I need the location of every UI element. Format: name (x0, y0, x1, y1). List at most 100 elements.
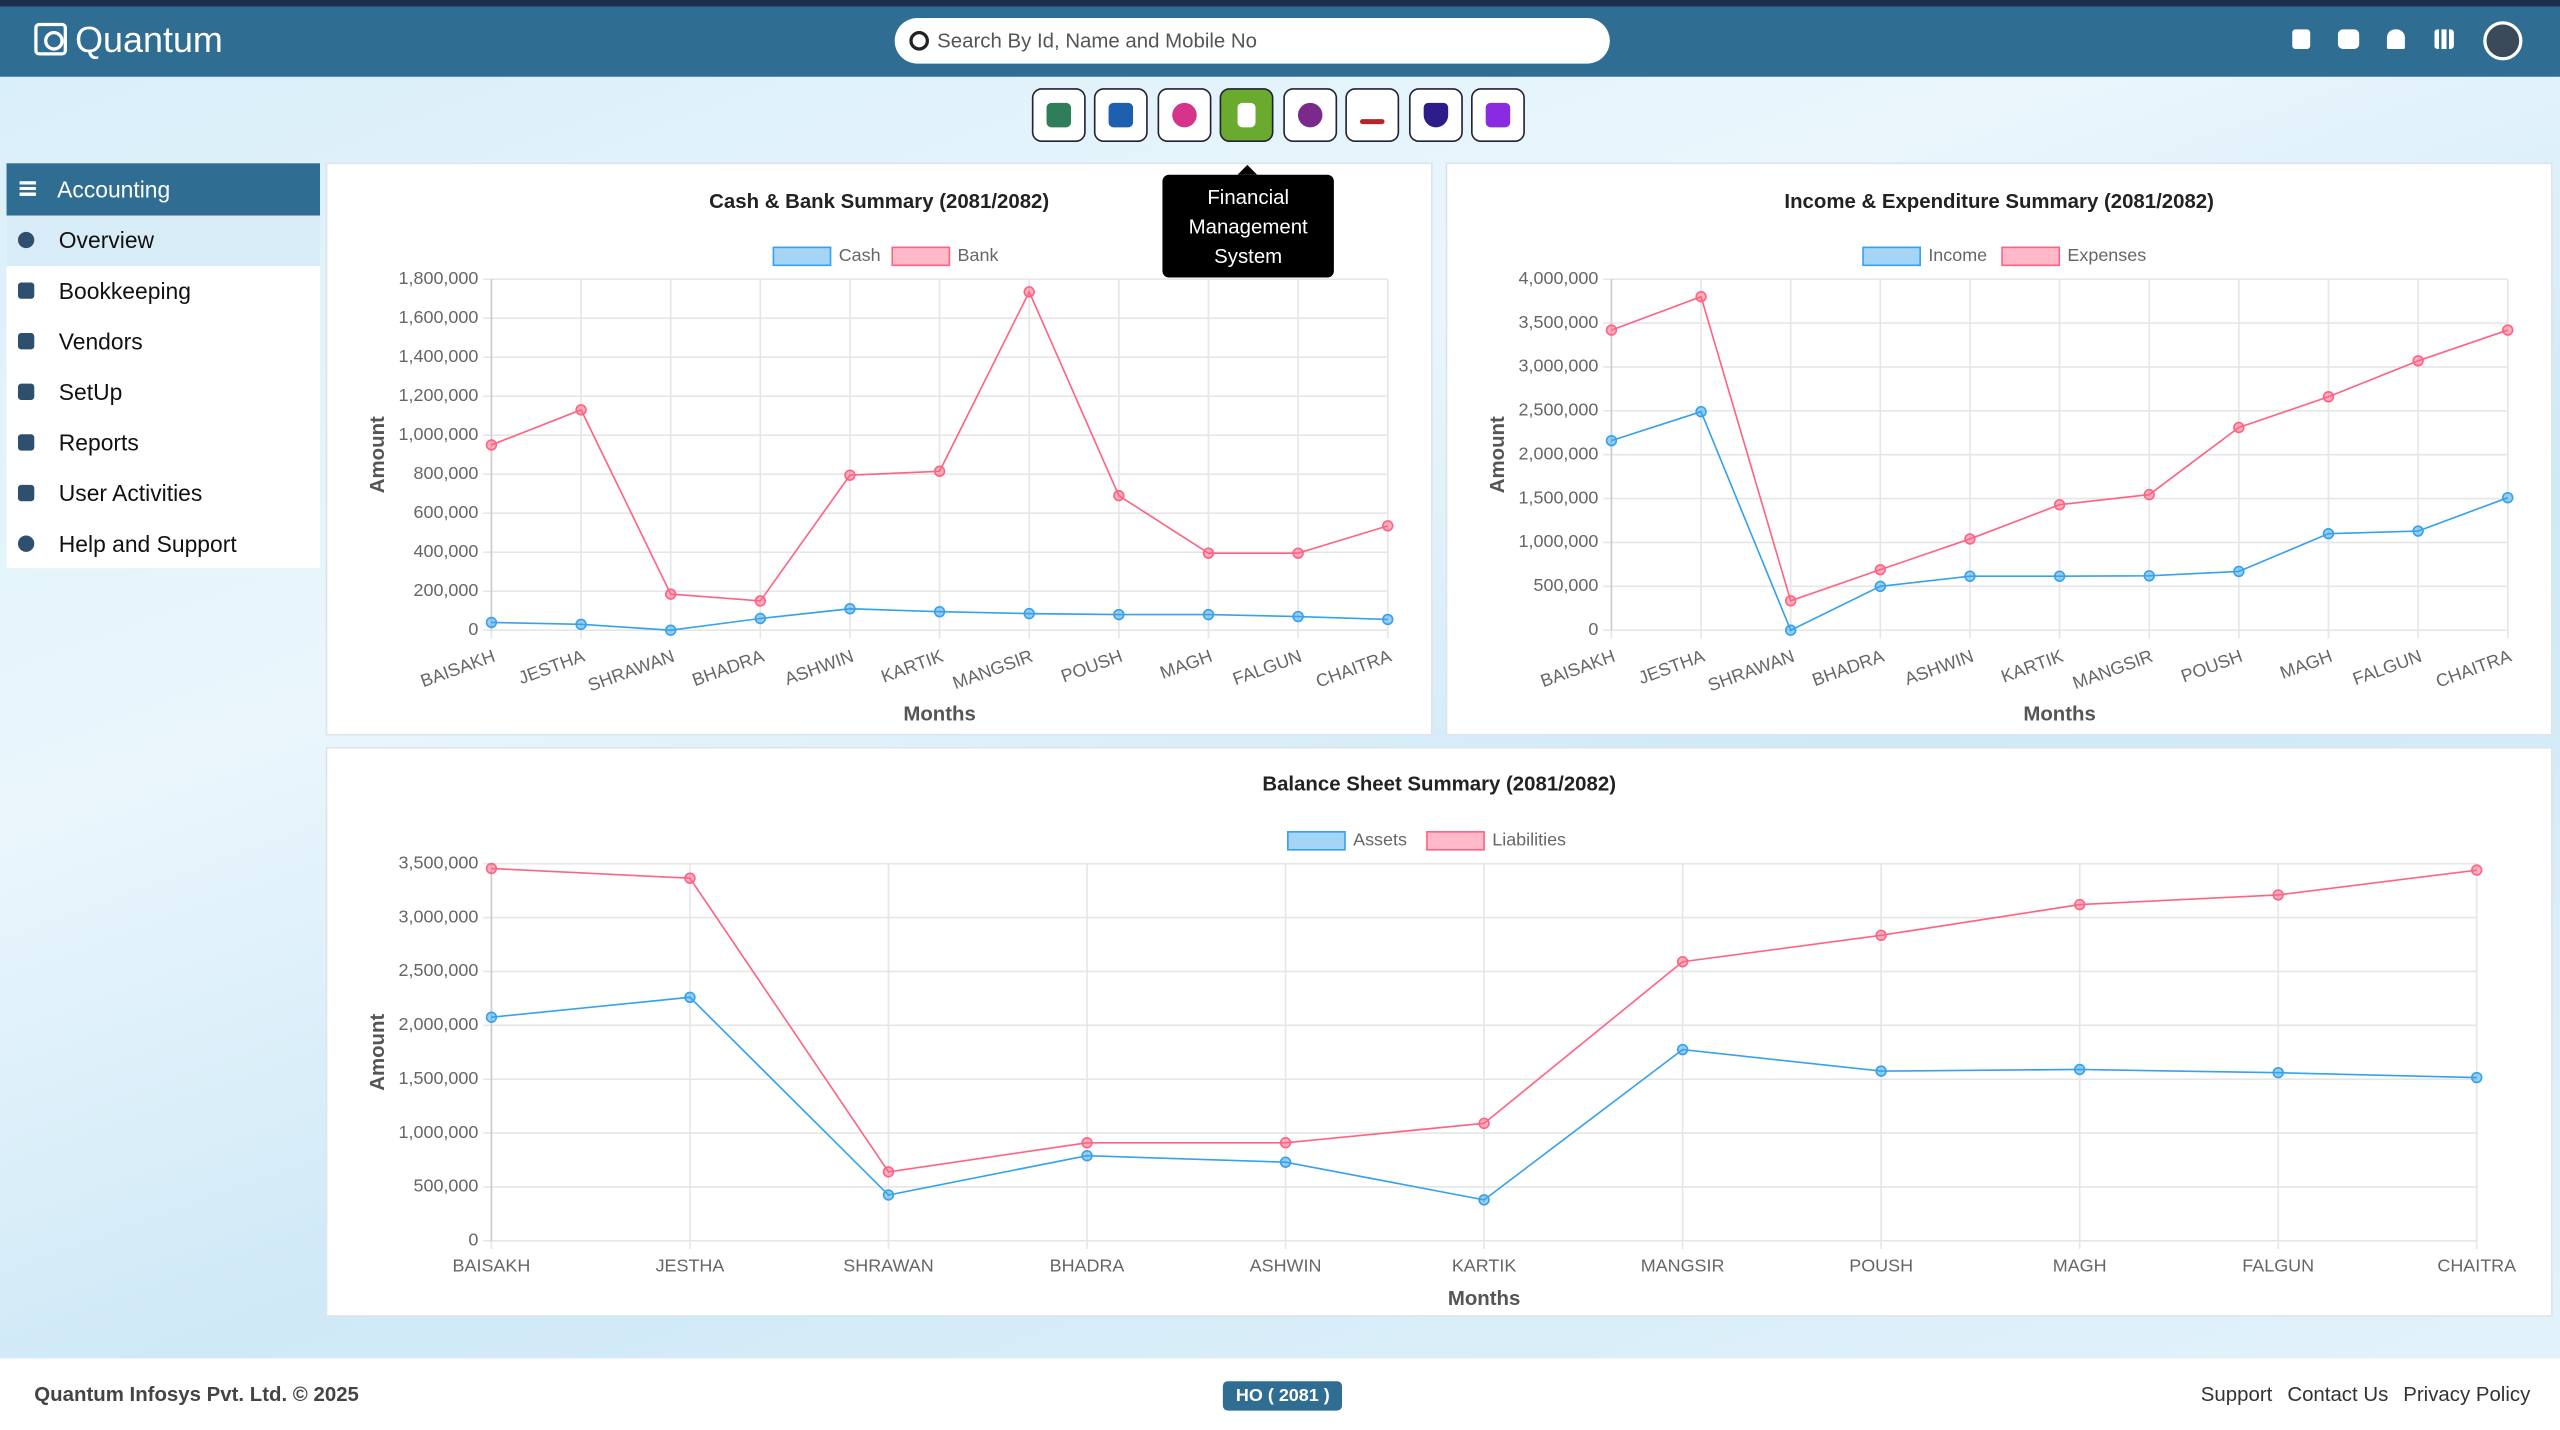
y-axis-title: Amount (1487, 416, 1509, 493)
data-point (882, 1189, 895, 1201)
y-tick-label: 3,500,000 (399, 852, 479, 872)
sidebar: Accounting Overview Bookkeeping Vendors Set… (6, 163, 320, 570)
avatar[interactable] (2483, 21, 2523, 61)
legend-label: Assets (1353, 830, 1407, 850)
sidebar-title[interactable]: Accounting (6, 163, 320, 216)
footer-link[interactable]: Privacy Policy (2403, 1382, 2531, 1406)
sidebar-item[interactable]: Reports (7, 418, 320, 469)
bell-icon[interactable] (2386, 29, 2405, 49)
data-point (1202, 608, 1215, 621)
data-point (485, 616, 498, 629)
user-button[interactable] (1157, 88, 1212, 143)
sidebar-item[interactable]: Overview (6, 215, 320, 267)
tooltip: Financial Management System (1162, 164, 1334, 278)
chart-title: Balance Sheet Summary (2081/2082) (1262, 774, 1616, 796)
finance-button[interactable] (1219, 88, 1274, 143)
legend-label: Expenses (2067, 245, 2146, 265)
search-box[interactable]: Search By Id, Name and Mobile No (894, 17, 1610, 64)
sidebar-item[interactable]: Bookkeeping (7, 266, 320, 317)
doc-icon[interactable] (2292, 29, 2311, 49)
data-point (2322, 391, 2335, 403)
data-point (664, 588, 677, 600)
branch-badge[interactable]: HO ( 2081 ) (1222, 1381, 1343, 1411)
sidebar-label: SetUp (58, 378, 123, 405)
x-tick-label: FALGUN (2242, 1256, 2314, 1276)
sidebar-label: Reports (58, 429, 139, 456)
data-point (684, 991, 696, 1004)
data-point (1784, 595, 1797, 607)
data-point (933, 465, 946, 477)
footer: Quantum Infosys Pvt. Ltd. © 2025 HO ( 20… (0, 1358, 2560, 1430)
data-point (1784, 624, 1797, 636)
brand[interactable]: Quantum (75, 19, 223, 61)
legend-swatch (1287, 831, 1346, 851)
data-point (1676, 956, 1689, 968)
x-axis-title: Months (903, 703, 975, 725)
sidebar-item[interactable]: Vendors (7, 317, 320, 368)
sidebar-label: Help and Support (58, 530, 237, 557)
legend-swatch (891, 246, 951, 267)
x-tick-label: SHRAWAN (843, 1256, 933, 1276)
sidebar-item[interactable]: SetUp (7, 367, 320, 418)
y-tick-label: 0 (468, 619, 478, 639)
sidebar-item[interactable]: Help and Support (7, 519, 320, 570)
top-strip (0, 0, 2560, 7)
data-point (2073, 898, 2086, 911)
tools-button[interactable] (1471, 88, 1525, 143)
data-point (2233, 421, 2245, 434)
y-tick-label: 3,000,000 (399, 906, 479, 926)
x-axis-title: Months (2023, 703, 2095, 725)
data-point (1382, 613, 1394, 626)
y-tick-label: 1,000,000 (399, 1122, 479, 1142)
chart-title: Cash & Bank Summary (2081/2082) (709, 191, 1049, 213)
y-tick-label: 3,500,000 (1519, 312, 1599, 332)
y-tick-label: 200,000 (414, 580, 479, 600)
apps-icon[interactable] (2434, 29, 2454, 49)
data-point (1695, 291, 1707, 303)
data-point (1695, 405, 1707, 418)
legend-swatch (1862, 246, 1921, 267)
data-point (1382, 520, 1394, 532)
data-point (1279, 1137, 1292, 1149)
chat-icon[interactable] (2337, 29, 2360, 49)
data-point (2272, 1067, 2284, 1079)
y-tick-label: 2,000,000 (1519, 443, 1599, 463)
data-point (1676, 1043, 1689, 1056)
y-tick-label: 1,400,000 (399, 346, 479, 366)
data-point (844, 469, 856, 481)
terminal-button[interactable] (1345, 88, 1400, 143)
data-point (754, 612, 767, 625)
data-point (1478, 1194, 1490, 1206)
data-point (1875, 929, 1887, 942)
y-tick-label: 3,000,000 (1519, 356, 1599, 376)
data-point (2233, 565, 2245, 578)
y-tick-label: 500,000 (414, 1176, 479, 1196)
sidebar-label: User Activities (58, 479, 203, 507)
sidebar-title-text: Accounting (57, 176, 171, 203)
data-point (1081, 1137, 1093, 1149)
footer-link[interactable]: Support (2200, 1382, 2273, 1406)
footer-link[interactable]: Contact Us (2287, 1382, 2389, 1406)
y-tick-label: 1,500,000 (399, 1068, 479, 1088)
data-point (2073, 1063, 2086, 1076)
x-tick-label: BHADRA (1050, 1256, 1125, 1276)
y-tick-label: 1,600,000 (399, 307, 479, 327)
legend-swatch (772, 246, 832, 267)
y-tick-label: 400,000 (414, 541, 479, 561)
data-point (754, 595, 767, 607)
logo[interactable] (34, 22, 67, 56)
data-point (2143, 570, 2155, 582)
shield-button[interactable] (1408, 88, 1463, 143)
x-tick-label: POUSH (1849, 1256, 1913, 1276)
home-button[interactable] (1031, 88, 1086, 143)
data-point (1292, 610, 1304, 623)
people-button[interactable] (1283, 88, 1338, 143)
x-tick-label: BAISAKH (453, 1256, 531, 1276)
sidebar-item[interactable]: User Activities (7, 469, 320, 520)
y-tick-label: 2,500,000 (399, 960, 479, 980)
cart-button[interactable] (1093, 88, 1148, 143)
data-point (575, 618, 587, 631)
data-point (1023, 286, 1035, 298)
data-point (2322, 527, 2335, 540)
